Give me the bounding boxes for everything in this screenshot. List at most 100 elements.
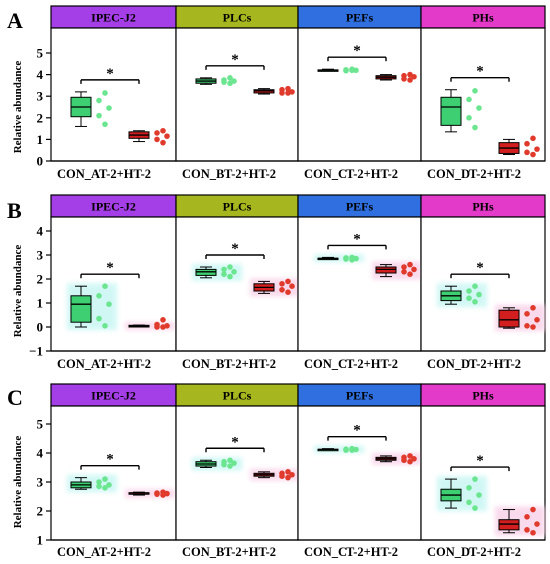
facet-frame: [175, 27, 299, 162]
facet-title: PHs: [472, 389, 494, 403]
data-point: [285, 474, 291, 481]
significance-star: *: [353, 43, 361, 59]
data-point: [476, 492, 482, 498]
data-point: [476, 105, 482, 111]
y-axis-label: Relative abundance: [12, 245, 24, 338]
data-point: [353, 67, 359, 74]
data-point: [472, 283, 478, 290]
y-tick-label: 1: [37, 132, 44, 147]
data-point: [401, 264, 407, 270]
data-point: [530, 506, 536, 513]
significance-star: *: [353, 231, 361, 247]
data-point: [154, 136, 160, 143]
data-point: [472, 299, 478, 305]
data-point: [221, 79, 227, 85]
x-tick-label: T-2+HT-2: [469, 357, 521, 371]
facet-title: PLCs: [223, 389, 252, 403]
data-point: [160, 317, 166, 323]
data-point: [289, 471, 295, 478]
x-tick-label: CON_A: [57, 545, 100, 559]
data-point: [401, 457, 407, 464]
data-point: [407, 261, 413, 268]
box-glow: [372, 452, 422, 465]
y-axis-label: Relative abundance: [12, 61, 24, 154]
panel-letter: A: [7, 8, 23, 33]
significance-star: *: [476, 260, 484, 276]
data-point: [524, 140, 530, 147]
data-point: [102, 323, 108, 329]
facet-frame: [297, 27, 422, 162]
data-point: [349, 257, 355, 263]
data-point: [401, 269, 407, 275]
data-point: [96, 112, 102, 119]
data-point: [530, 151, 536, 158]
data-point: [524, 149, 530, 156]
data-point: [102, 485, 108, 491]
x-tick-label: CON_C: [304, 357, 347, 371]
x-tick-label: CON_B: [182, 167, 224, 181]
x-tick-label: CON_D: [427, 357, 470, 371]
data-point: [227, 80, 233, 87]
box-glow: [314, 445, 364, 454]
significance-star: *: [106, 260, 114, 276]
data-point: [221, 271, 227, 278]
data-point: [96, 315, 102, 322]
box-glow: [314, 254, 364, 263]
x-tick-label: T-2+HT-2: [346, 357, 398, 371]
x-tick-label: T-2+HT-2: [346, 545, 398, 559]
data-point: [285, 278, 291, 285]
x-tick-label: CON_A: [57, 357, 100, 371]
data-point: [96, 97, 102, 104]
x-tick-label: CON_C: [304, 167, 347, 181]
panel-letter: C: [7, 385, 23, 410]
data-point: [279, 281, 285, 287]
data-point: [106, 301, 112, 308]
data-point: [472, 124, 478, 131]
data-point: [407, 77, 413, 83]
data-point: [227, 264, 233, 270]
significance-star: *: [476, 453, 484, 469]
y-tick-label: 1: [37, 533, 44, 548]
data-point: [530, 529, 536, 536]
data-point: [411, 73, 417, 80]
y-tick-label: 3: [37, 475, 44, 490]
x-tick-label: CON_B: [182, 357, 224, 371]
y-tick-label: −1: [29, 344, 43, 359]
data-point: [221, 461, 227, 468]
data-point: [102, 283, 108, 290]
data-point: [401, 76, 407, 82]
facet-title: PEFs: [346, 389, 374, 403]
x-tick-label: T-2+HT-2: [346, 167, 398, 181]
facet-title: IPEC-J2: [91, 11, 136, 25]
facet-title: PEFs: [346, 11, 374, 25]
data-point: [466, 96, 472, 103]
y-tick-label: 2: [37, 110, 44, 125]
data-point: [96, 479, 102, 485]
x-tick-label: CON_C: [304, 545, 347, 559]
x-tick-label: T-2+HT-2: [224, 357, 276, 371]
data-point: [106, 482, 112, 488]
data-point: [279, 473, 285, 480]
x-tick-label: T-2+HT-2: [224, 545, 276, 559]
data-point: [227, 273, 233, 280]
data-point: [160, 324, 166, 330]
data-point: [227, 463, 233, 469]
data-point: [524, 323, 530, 329]
data-point: [466, 288, 472, 294]
y-tick-label: 2: [37, 504, 44, 519]
data-point: [524, 527, 530, 533]
x-tick-label: T-2+HT-2: [469, 167, 521, 181]
y-tick-label: 0: [37, 320, 44, 335]
facet-title: IPEC-J2: [91, 389, 136, 403]
data-point: [164, 133, 170, 139]
x-tick-label: CON_A: [57, 167, 100, 181]
data-point: [285, 90, 291, 96]
box-glow: [125, 489, 175, 499]
box: [498, 519, 520, 531]
y-tick-label: 3: [37, 248, 44, 263]
data-point: [407, 453, 413, 459]
box: [440, 96, 462, 126]
x-tick-label: T-2+HT-2: [469, 545, 521, 559]
significance-star: *: [231, 241, 239, 257]
